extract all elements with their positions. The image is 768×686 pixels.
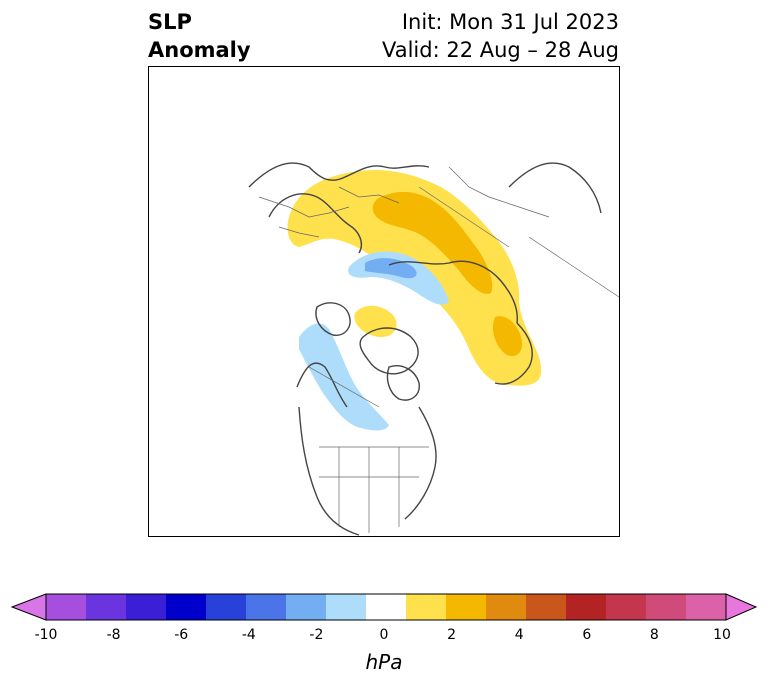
- title-field: Anomaly: [148, 38, 251, 62]
- colorbar-bin: [446, 594, 487, 620]
- country-borders: [258, 166, 619, 533]
- map-panel: [148, 66, 620, 537]
- colorbar-bin: [686, 594, 727, 620]
- scandinavia-coast: [268, 193, 363, 254]
- asia-east-coast: [508, 162, 602, 214]
- canada-arctic-islands: [315, 302, 351, 336]
- alaska-coast: [296, 362, 348, 408]
- map-canvas: [149, 162, 619, 536]
- greenland-coast: [359, 327, 419, 375]
- anomaly-shading: [287, 169, 542, 431]
- colorbar-tick-label: -10: [34, 627, 58, 643]
- colorbar-tick-label: 6: [582, 627, 592, 643]
- valid-dates: Valid: 22 Aug – 28 Aug: [381, 38, 619, 62]
- title-variable: SLP: [148, 10, 192, 34]
- colorbar-outline: [45, 593, 727, 621]
- colorbar-bin: [326, 594, 367, 620]
- init-date: Init: Mon 31 Jul 2023: [401, 10, 619, 34]
- colorbar-bin: [646, 594, 687, 620]
- colorbar-extend-low: [10, 593, 47, 621]
- colorbar-tick-label: 2: [447, 627, 457, 643]
- north-america-west-coast: [298, 406, 360, 536]
- white-left-gap: [149, 283, 155, 319]
- colorbar-bin: [86, 594, 127, 620]
- colorbar-bin: [46, 594, 87, 620]
- north-america-east-coast: [404, 406, 437, 520]
- colorbar-unit-label: hPa: [365, 650, 403, 674]
- siberia-coast: [494, 322, 533, 385]
- positive-anomaly-strong-russia: [372, 191, 493, 294]
- colorbar-bin: [206, 594, 247, 620]
- colorbar-tick-label: 10: [713, 627, 731, 643]
- colorbar-tick-label: -6: [174, 627, 189, 643]
- colorbar-tick-label: 8: [649, 627, 659, 643]
- colorbar-bin: [286, 594, 327, 620]
- colorbar-bin: [406, 594, 447, 620]
- colorbar-bin: [126, 594, 167, 620]
- colorbar-tick-label: -4: [241, 627, 256, 643]
- colorbar-bin: [566, 594, 607, 620]
- positive-anomaly-arctic: [354, 305, 397, 337]
- colorbar-tick-label: 4: [514, 627, 524, 643]
- colorbar-bin: [526, 594, 567, 620]
- colorbar-bin: [366, 594, 407, 620]
- europe-coast: [248, 162, 430, 188]
- negative-anomaly-barents-core: [365, 258, 417, 279]
- colorbar-tick-label: -8: [106, 627, 121, 643]
- positive-anomaly-strong-siberia: [492, 316, 523, 357]
- colorbar-extend-high: [725, 593, 758, 621]
- colorbar-bin: [606, 594, 647, 620]
- hudson-bay: [386, 365, 420, 401]
- map-title: SLP Anomaly: [148, 8, 251, 64]
- coastlines: [248, 162, 602, 536]
- colorbar-tick-label: 0: [379, 627, 389, 643]
- colorbar: [10, 593, 758, 621]
- map-dates: Init: Mon 31 Jul 2023 Valid: 22 Aug – 28…: [382, 8, 619, 64]
- colorbar-bin: [486, 594, 527, 620]
- colorbar-tick-label: -2: [309, 627, 324, 643]
- colorbar-bin: [246, 594, 287, 620]
- negative-anomaly-canada: [299, 323, 389, 431]
- russia-arctic-coast: [388, 260, 518, 324]
- colorbar-bin: [166, 594, 207, 620]
